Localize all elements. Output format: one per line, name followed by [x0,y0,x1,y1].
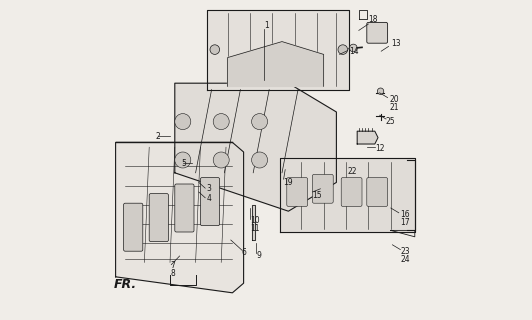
Text: 7: 7 [170,261,175,270]
Text: 14: 14 [349,47,359,56]
Text: 8: 8 [170,269,174,278]
Text: 4: 4 [207,194,212,203]
Text: 13: 13 [391,39,401,48]
Text: 19: 19 [284,178,293,187]
Text: 12: 12 [375,144,384,153]
FancyBboxPatch shape [175,184,194,232]
Text: 24: 24 [401,255,410,264]
Polygon shape [228,42,323,86]
FancyBboxPatch shape [201,178,220,226]
Text: 6: 6 [242,248,247,257]
Text: 3: 3 [207,184,212,193]
Text: FR.: FR. [114,278,137,291]
Text: 18: 18 [368,15,378,24]
Circle shape [377,88,384,94]
Text: 2: 2 [155,132,160,140]
FancyBboxPatch shape [367,178,388,206]
FancyBboxPatch shape [312,174,333,203]
Text: 23: 23 [401,247,410,256]
Text: 15: 15 [312,191,322,200]
Polygon shape [115,142,244,293]
Circle shape [350,44,357,52]
Circle shape [213,152,229,168]
FancyBboxPatch shape [341,178,362,206]
Text: 9: 9 [256,252,261,260]
Circle shape [338,45,347,54]
Polygon shape [207,10,349,90]
Text: 11: 11 [250,224,260,233]
Text: 5: 5 [181,159,186,168]
Circle shape [213,114,229,130]
Text: 25: 25 [386,117,396,126]
Text: 17: 17 [401,218,410,227]
Polygon shape [357,131,378,144]
Circle shape [210,45,220,54]
FancyBboxPatch shape [367,22,388,43]
Text: 10: 10 [250,216,260,225]
Polygon shape [252,205,255,240]
Circle shape [175,152,191,168]
Circle shape [252,152,268,168]
Text: 22: 22 [347,167,357,176]
Text: 21: 21 [389,103,398,112]
FancyBboxPatch shape [287,178,307,206]
Text: 16: 16 [401,210,410,219]
Polygon shape [280,158,415,232]
Circle shape [175,114,191,130]
Polygon shape [175,83,336,211]
FancyBboxPatch shape [123,203,143,251]
Text: 1: 1 [264,21,269,30]
Circle shape [252,114,268,130]
FancyBboxPatch shape [149,194,169,242]
Text: 20: 20 [389,95,399,104]
